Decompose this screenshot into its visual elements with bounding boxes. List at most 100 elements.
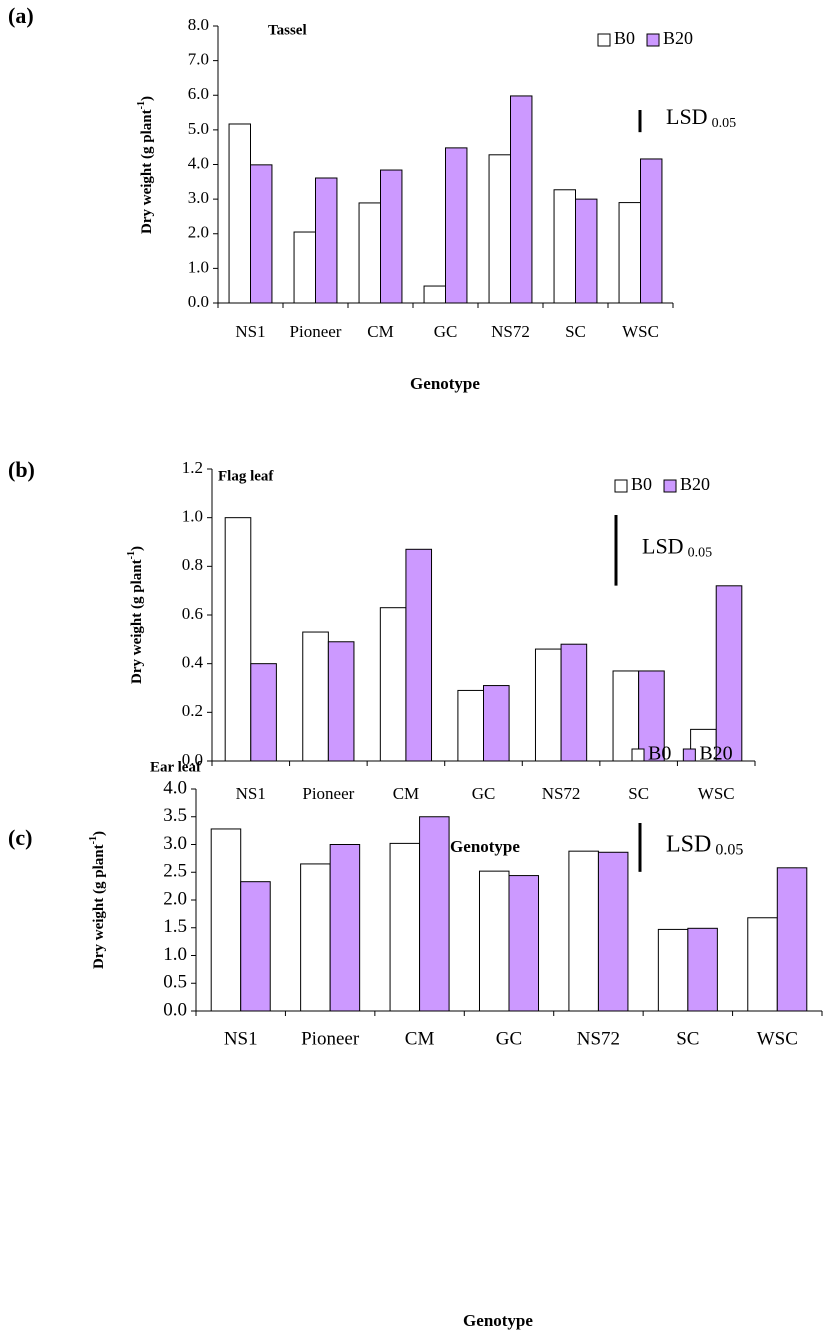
bar	[508, 875, 540, 1012]
lsd-level: 0.05	[715, 841, 743, 858]
y-axis-title-part: Dry weight (g plant	[139, 109, 155, 234]
bar	[300, 863, 331, 1012]
y-tick-label: 3.5	[163, 805, 187, 826]
x-tick-label: WSC	[622, 322, 659, 341]
legend-label: B20	[680, 474, 710, 494]
y-axis-title-part: Dry weight (g plant	[91, 844, 107, 969]
chart-title: Flag leaf	[218, 468, 274, 484]
bar	[250, 663, 277, 762]
y-tick-label: 1.0	[188, 257, 209, 276]
y-tick-label: 1.2	[182, 458, 203, 477]
x-tick-label: NS72	[542, 784, 581, 803]
y-tick-label: 0.6	[182, 604, 203, 623]
y-axis-title-part: -1	[126, 551, 137, 559]
y-axis-title-part: Dry weight (g plant	[129, 559, 145, 684]
x-axis-title: Genotype	[463, 1311, 533, 1330]
bar	[612, 670, 640, 762]
bar	[419, 816, 450, 1012]
bar	[250, 164, 273, 304]
bar	[488, 154, 511, 304]
x-tick-label: CM	[405, 1028, 435, 1049]
lsd-label: LSD 0.05	[666, 831, 743, 858]
y-axis-title: Dry weight (g plant-1)	[136, 96, 155, 234]
legend-label: B0	[614, 28, 635, 48]
x-tick-label: Pioneer	[301, 1028, 360, 1049]
bar	[240, 881, 271, 1012]
legend-swatch	[682, 748, 696, 762]
panel-label: (c)	[8, 825, 32, 850]
bar	[293, 231, 316, 304]
y-tick-label: 0.0	[163, 999, 187, 1020]
y-tick-label: 6.0	[188, 84, 209, 103]
y-axis-title-part: )	[139, 96, 155, 101]
bar	[224, 517, 252, 762]
y-tick-label: 3.0	[188, 188, 209, 207]
y-axis-title-part: )	[129, 546, 145, 551]
lsd-level: 0.05	[712, 116, 737, 131]
x-tick-label: GC	[496, 1028, 522, 1049]
chart-title: Ear leaf	[150, 759, 202, 775]
y-axis-title-part: -1	[88, 836, 99, 844]
x-tick-label: NS72	[491, 322, 530, 341]
bar	[380, 169, 403, 304]
y-tick-label: 2.0	[188, 223, 209, 242]
bar	[776, 867, 808, 1012]
x-tick-label: Pioneer	[302, 784, 354, 803]
bar	[379, 607, 407, 762]
chart-title: Tassel	[268, 22, 307, 38]
x-tick-label: WSC	[757, 1028, 798, 1049]
y-tick-label: 0.4	[182, 653, 204, 672]
y-tick-label: 8.0	[188, 15, 209, 34]
x-tick-label: NS1	[236, 784, 266, 803]
x-tick-label: SC	[628, 784, 649, 803]
bar	[302, 631, 329, 762]
bar	[329, 844, 361, 1012]
bar	[210, 828, 242, 1012]
y-tick-label: 5.0	[188, 119, 209, 138]
y-tick-label: 0.5	[163, 972, 187, 993]
lsd-text: LSD	[666, 831, 711, 857]
y-tick-label: 4.0	[188, 153, 209, 172]
legend-label: B0	[631, 474, 652, 494]
x-tick-label: NS72	[577, 1028, 620, 1049]
x-tick-label: GC	[472, 784, 496, 803]
y-tick-label: 0.8	[182, 555, 203, 574]
x-tick-label: SC	[565, 322, 586, 341]
bar	[327, 641, 355, 762]
legend-swatch	[631, 748, 645, 762]
x-axis-title: Genotype	[450, 837, 520, 856]
bar	[575, 198, 598, 304]
bar	[553, 189, 576, 304]
bar	[747, 917, 778, 1012]
x-tick-label: GC	[434, 322, 458, 341]
bar	[560, 643, 588, 762]
x-tick-label: Pioneer	[290, 322, 342, 341]
legend-swatch	[663, 479, 677, 493]
y-axis-title: Dry weight (g plant-1)	[88, 831, 107, 969]
y-tick-label: 3.0	[163, 833, 187, 854]
x-tick-label: CM	[367, 322, 393, 341]
x-axis-title: Genotype	[410, 374, 480, 393]
bar	[358, 202, 381, 304]
legend-label: B20	[663, 28, 693, 48]
bar	[457, 689, 484, 762]
y-tick-label: 0.0	[182, 750, 203, 769]
x-tick-label: NS1	[224, 1028, 258, 1049]
x-tick-label: NS1	[235, 322, 265, 341]
legend-swatch	[597, 33, 611, 47]
bar	[715, 585, 743, 762]
legend-swatch	[614, 479, 628, 493]
x-tick-label: WSC	[698, 784, 735, 803]
bar	[445, 147, 468, 304]
y-tick-label: 0.2	[182, 701, 203, 720]
y-tick-label: 0.0	[188, 292, 209, 311]
y-tick-label: 4.0	[163, 777, 187, 798]
lsd-text: LSD	[666, 104, 708, 129]
x-tick-label: CM	[393, 784, 419, 803]
panel-label: (b)	[8, 457, 35, 482]
bar	[657, 928, 689, 1012]
bar	[597, 851, 629, 1012]
panel-label: (a)	[8, 3, 34, 28]
bar	[389, 842, 421, 1012]
